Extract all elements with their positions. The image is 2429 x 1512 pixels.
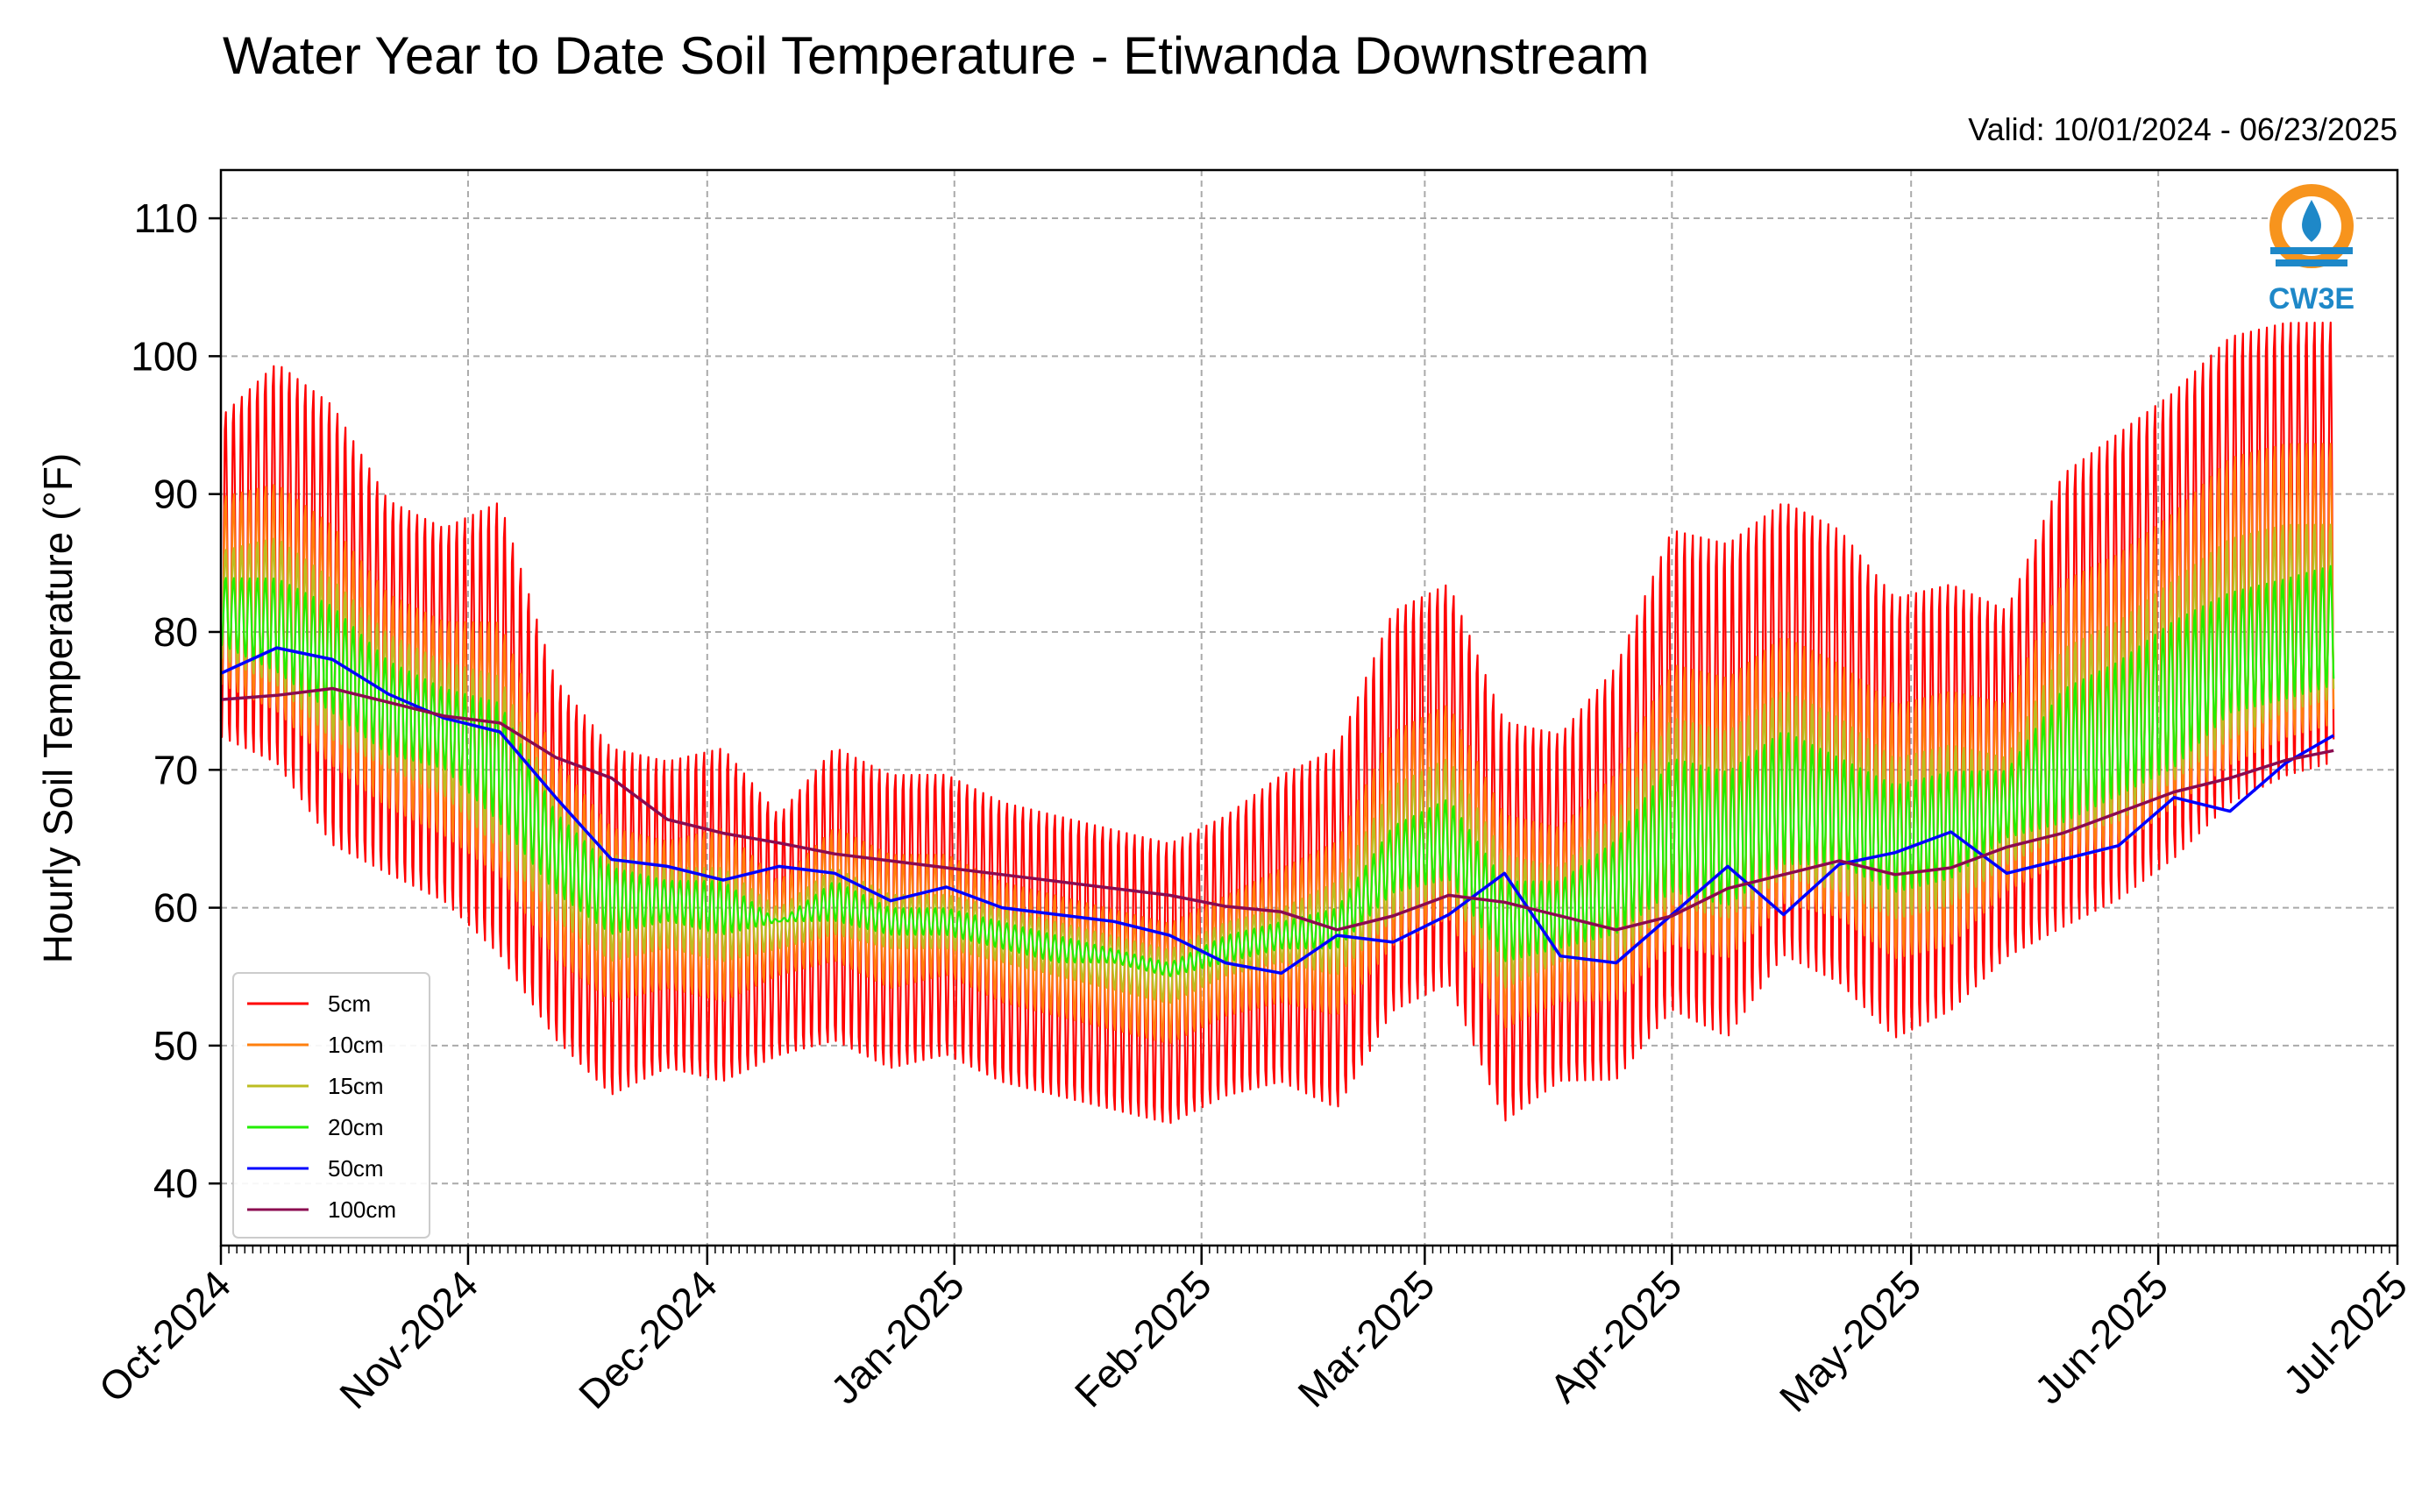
x-tick-label: Jul-2025 [2275, 1261, 2417, 1403]
series-line-50cm [220, 646, 2335, 976]
legend-box [232, 972, 430, 1239]
logo-wave-1 [2270, 247, 2353, 254]
y-tick-label: 50 [153, 1023, 198, 1068]
x-tick-label: Jan-2025 [821, 1261, 972, 1412]
x-tick-label: May-2025 [1771, 1261, 1929, 1420]
legend-label-50cm: 50cm [328, 1155, 384, 1182]
series-line-20cm [219, 564, 2335, 977]
x-tick-label: Mar-2025 [1289, 1261, 1443, 1416]
y-tick-label: 60 [153, 885, 198, 931]
x-tick-label: Apr-2025 [1541, 1261, 1691, 1411]
y-tick-label: 40 [153, 1161, 198, 1206]
x-tick-label: Jun-2025 [2026, 1261, 2177, 1412]
y-tick-label: 100 [131, 333, 198, 379]
logo-wave-2 [2276, 259, 2347, 266]
legend-label-100cm: 100cm [328, 1196, 396, 1223]
legend-label-20cm: 20cm [328, 1114, 384, 1140]
legend-label-10cm: 10cm [328, 1032, 384, 1058]
legend-label-5cm: 5cm [328, 990, 371, 1017]
y-tick-label: 90 [153, 472, 198, 517]
cw3e-logo: CW3E [2269, 184, 2354, 316]
x-tick-label: Feb-2025 [1066, 1261, 1220, 1416]
legend: 5cm 10cm 15cm 20cm 50cm 100cm [232, 972, 430, 1239]
y-tick-label: 110 [134, 195, 198, 241]
x-tick-label: Oct-2024 [90, 1261, 240, 1411]
plot-area-frame [219, 168, 2399, 1247]
series-lines [220, 646, 2335, 976]
x-axis-ticks: Oct-2024 Nov-2024 Dec-2024 Jan-2025 Feb-2025… [90, 1246, 2417, 1421]
y-tick-label: 80 [153, 609, 198, 655]
y-axis-ticks: 40 50 60 70 80 90 100 110 [131, 195, 221, 1206]
x-tick-label: Dec-2024 [570, 1261, 726, 1417]
series-envelopes [219, 321, 2335, 1125]
x-tick-label: Nov-2024 [330, 1261, 487, 1417]
y-tick-label: 70 [153, 747, 198, 792]
y-axis-label: Hourly Soil Temperature (°F) [35, 453, 81, 964]
logo-text: CW3E [2269, 282, 2354, 316]
series-line-100cm [220, 686, 2334, 932]
chart-title: Water Year to Date Soil Temperature - Et… [223, 26, 1649, 85]
water-drop-icon [2302, 200, 2321, 242]
grid-lines [221, 170, 2397, 1246]
valid-date-range: Valid: 10/01/2024 - 06/23/2025 [1968, 111, 2397, 147]
legend-label-15cm: 15cm [328, 1073, 384, 1099]
